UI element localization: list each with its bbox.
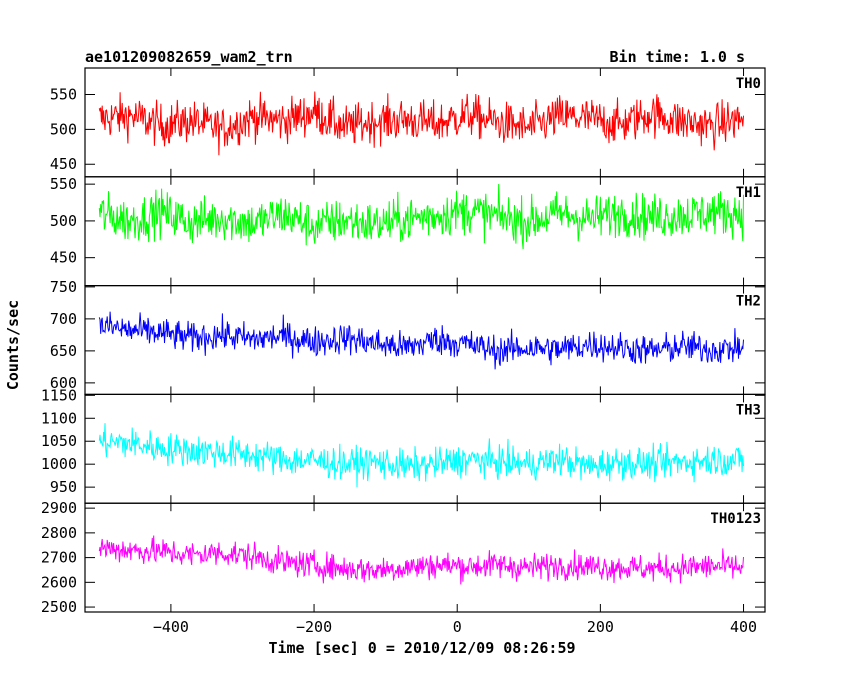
series-line-th0123 <box>98 535 744 585</box>
y-axis-label: Counts/sec <box>4 300 22 390</box>
series-line-th2 <box>98 311 744 370</box>
y-tick-label: 2500 <box>41 598 77 616</box>
y-tick-label: 950 <box>50 478 77 496</box>
y-tick-label: 550 <box>50 175 77 193</box>
y-tick-label: 1150 <box>41 386 77 404</box>
y-tick-label: 1100 <box>41 409 77 427</box>
bin-time-label: Bin time: 1.0 s <box>610 48 745 66</box>
series-line-th0 <box>98 91 744 156</box>
panel-frame-th0123 <box>84 502 766 613</box>
panel-label-th0: TH0 <box>736 76 761 92</box>
y-tick-label: 450 <box>50 155 77 173</box>
series-line-th1 <box>98 183 744 250</box>
panel-label-th0123: TH0123 <box>710 511 761 527</box>
y-tick-label: 550 <box>50 86 77 104</box>
y-tick-label: 2600 <box>41 573 77 591</box>
series-line-th3 <box>98 423 744 488</box>
y-tick-label: 500 <box>50 212 77 230</box>
x-tick-label: 0 <box>453 618 462 636</box>
panel-frame-th2 <box>84 285 766 396</box>
panel-label-th3: TH3 <box>736 402 761 418</box>
y-tick-label: 2800 <box>41 524 77 542</box>
x-axis-label: Time [sec] 0 = 2010/12/09 08:26:59 <box>268 639 575 657</box>
x-tick-label: −200 <box>296 618 332 636</box>
panels-group: 450 500 550 TH0 450 500 550 TH1 600 650 700 750 TH2 9… <box>41 67 766 636</box>
y-tick-label: 1000 <box>41 455 77 473</box>
y-tick-label: 2700 <box>41 549 77 567</box>
y-tick-label: 450 <box>50 249 77 267</box>
panel-label-th1: TH1 <box>736 185 761 201</box>
y-tick-label: 500 <box>50 120 77 138</box>
y-tick-label: 650 <box>50 342 77 360</box>
y-tick-label: 600 <box>50 374 77 392</box>
y-tick-label: 1050 <box>41 432 77 450</box>
x-tick-label: 200 <box>587 618 614 636</box>
x-tick-label: 400 <box>730 618 757 636</box>
chart-title: ae101209082659_wam2_trn <box>85 48 293 66</box>
y-tick-label: 2900 <box>41 499 77 517</box>
x-tick-label: −400 <box>153 618 189 636</box>
y-tick-label: 700 <box>50 310 77 328</box>
y-tick-label: 750 <box>50 278 77 296</box>
panel-label-th2: TH2 <box>736 294 761 310</box>
